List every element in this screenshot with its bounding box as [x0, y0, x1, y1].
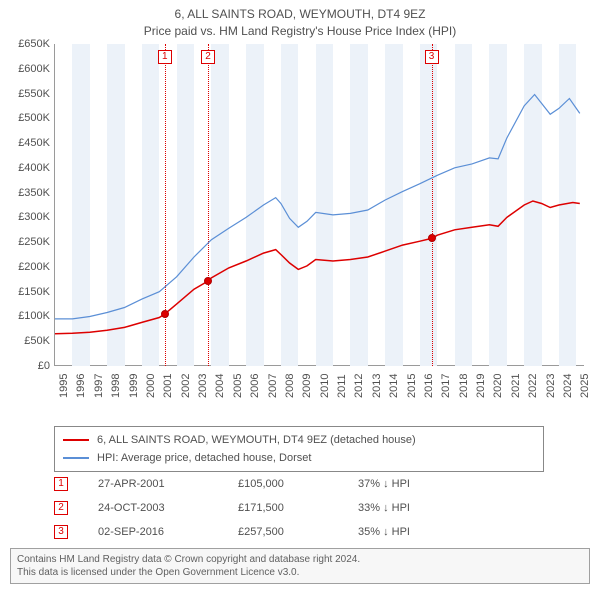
x-tick-label: 2002 [180, 374, 192, 398]
marker-index-box: 2 [54, 501, 68, 515]
footer: Contains HM Land Registry data © Crown c… [10, 548, 590, 584]
marker-price: £105,000 [238, 478, 358, 490]
x-tick-label: 2017 [440, 374, 452, 398]
x-tick-label: 2015 [406, 374, 418, 398]
x-tick-label: 2000 [145, 374, 157, 398]
y-tick-label: £550K [10, 88, 50, 100]
marker-label-box: 2 [201, 50, 215, 64]
y-tick-label: £250K [10, 236, 50, 248]
legend-row-hpi: HPI: Average price, detached house, Dors… [63, 449, 535, 467]
x-tick-label: 2006 [249, 374, 261, 398]
marker-index-box: 1 [54, 477, 68, 491]
legend: 6, ALL SAINTS ROAD, WEYMOUTH, DT4 9EZ (d… [54, 426, 544, 472]
marker-index-box: 3 [54, 525, 68, 539]
marker-date: 24-OCT-2003 [98, 502, 238, 514]
y-tick-label: £450K [10, 137, 50, 149]
legend-swatch-subject [63, 439, 89, 441]
x-tick-label: 1997 [93, 374, 105, 398]
x-tick-label: 1998 [110, 374, 122, 398]
marker-label-box: 3 [425, 50, 439, 64]
marker-delta: 37% ↓ HPI [358, 478, 478, 490]
marker-dot [204, 277, 212, 285]
marker-row: 3 02-SEP-2016 £257,500 35% ↓ HPI [54, 520, 544, 544]
x-tick-label: 1999 [128, 374, 140, 398]
x-tick-label: 2012 [353, 374, 365, 398]
y-tick-label: £100K [10, 310, 50, 322]
marker-row: 1 27-APR-2001 £105,000 37% ↓ HPI [54, 472, 544, 496]
y-tick-label: £500K [10, 112, 50, 124]
y-tick-label: £0 [10, 360, 50, 372]
x-tick-label: 2020 [492, 374, 504, 398]
y-tick-label: £150K [10, 286, 50, 298]
x-tick-label: 2023 [545, 374, 557, 398]
x-tick-label: 2024 [562, 374, 574, 398]
y-tick-label: £200K [10, 261, 50, 273]
y-tick-label: £600K [10, 63, 50, 75]
legend-row-subject: 6, ALL SAINTS ROAD, WEYMOUTH, DT4 9EZ (d… [63, 431, 535, 449]
x-tick-label: 2016 [423, 374, 435, 398]
x-tick-label: 2005 [232, 374, 244, 398]
footer-line-2: This data is licensed under the Open Gov… [17, 566, 583, 579]
x-tick-label: 2013 [371, 374, 383, 398]
x-tick-label: 2008 [284, 374, 296, 398]
x-tick-label: 2014 [388, 374, 400, 398]
x-tick-label: 2021 [510, 374, 522, 398]
chart: £0 £50K £100K £150K £200K £250K £300K £350K £400… [10, 44, 590, 414]
marker-label-box: 1 [158, 50, 172, 64]
x-tick-label: 2022 [527, 374, 539, 398]
legend-swatch-hpi [63, 457, 89, 459]
legend-label-hpi: HPI: Average price, detached house, Dors… [97, 452, 311, 464]
marker-dot [161, 310, 169, 318]
x-tick-label: 1995 [58, 374, 70, 398]
y-tick-label: £350K [10, 187, 50, 199]
x-tick-label: 2011 [336, 374, 348, 398]
y-tick-label: £50K [10, 335, 50, 347]
marker-row: 2 24-OCT-2003 £171,500 33% ↓ HPI [54, 496, 544, 520]
marker-date: 27-APR-2001 [98, 478, 238, 490]
marker-date: 02-SEP-2016 [98, 526, 238, 538]
plot-area: 1 2 3 [54, 44, 584, 366]
marker-delta: 33% ↓ HPI [358, 502, 478, 514]
x-tick-label: 2009 [301, 374, 313, 398]
x-tick-label: 2018 [458, 374, 470, 398]
x-tick-label: 2025 [579, 374, 591, 398]
x-tick-label: 2004 [214, 374, 226, 398]
x-tick-label: 2001 [162, 374, 174, 398]
markers-table: 1 27-APR-2001 £105,000 37% ↓ HPI 2 24-OC… [54, 472, 544, 544]
marker-delta: 35% ↓ HPI [358, 526, 478, 538]
title-line-1: 6, ALL SAINTS ROAD, WEYMOUTH, DT4 9EZ [0, 6, 600, 23]
marker-price: £257,500 [238, 526, 358, 538]
series-hpi [55, 95, 580, 319]
title-block: 6, ALL SAINTS ROAD, WEYMOUTH, DT4 9EZ Pr… [0, 0, 600, 44]
marker-price: £171,500 [238, 502, 358, 514]
x-tick-label: 2019 [475, 374, 487, 398]
y-tick-label: £300K [10, 211, 50, 223]
x-tick-label: 2010 [319, 374, 331, 398]
y-tick-label: £400K [10, 162, 50, 174]
series-lines [55, 44, 585, 366]
marker-dot [428, 234, 436, 242]
x-tick-label: 1996 [75, 374, 87, 398]
x-tick-label: 2007 [267, 374, 279, 398]
title-line-2: Price paid vs. HM Land Registry's House … [0, 23, 600, 40]
footer-line-1: Contains HM Land Registry data © Crown c… [17, 553, 583, 566]
legend-label-subject: 6, ALL SAINTS ROAD, WEYMOUTH, DT4 9EZ (d… [97, 434, 416, 446]
series-subject [55, 201, 580, 334]
y-tick-label: £650K [10, 38, 50, 50]
x-tick-label: 2003 [197, 374, 209, 398]
